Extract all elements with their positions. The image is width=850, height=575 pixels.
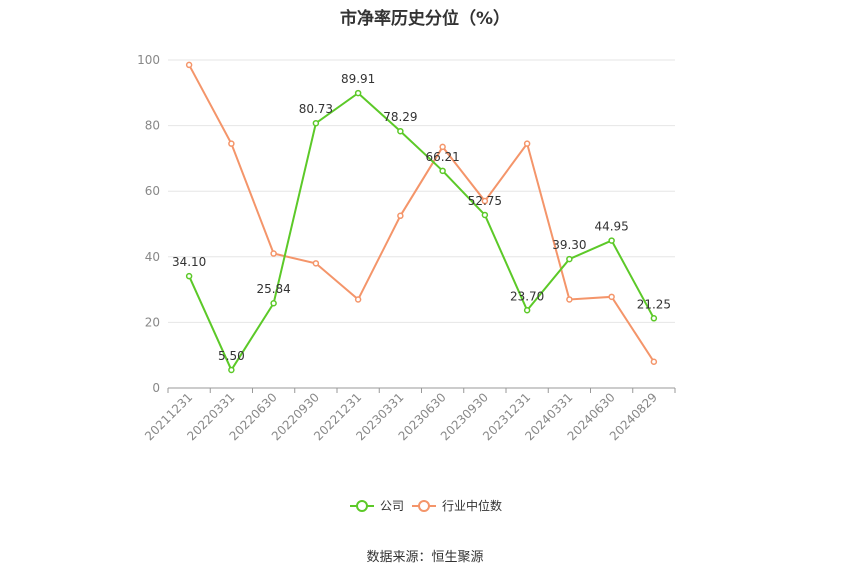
- series-point: [481, 197, 489, 205]
- y-tick-label: 100: [137, 53, 160, 67]
- series-point: [397, 212, 404, 220]
- series-point: [481, 211, 489, 219]
- chart-title: 市净率历史分位（%）: [339, 9, 511, 29]
- series-point: [523, 307, 531, 314]
- series-point: [608, 293, 615, 301]
- data-source-note: 数据来源：恒生聚源: [366, 550, 484, 565]
- data-label: 80.73: [299, 102, 333, 116]
- data-label: 66.21: [425, 150, 459, 164]
- series-line: [188, 64, 655, 363]
- series-point: [650, 358, 658, 366]
- y-tick-label: 20: [145, 315, 160, 329]
- series-point: [270, 250, 277, 257]
- data-label: 52.75: [468, 194, 502, 208]
- data-label: 25.84: [256, 282, 290, 296]
- series-point: [185, 61, 193, 69]
- data-label: 23.70: [510, 289, 544, 303]
- y-tick-label: 80: [145, 119, 160, 133]
- series-point: [608, 237, 615, 244]
- series-layer: [185, 61, 658, 374]
- data-label: 78.29: [383, 110, 417, 124]
- series-point: [439, 143, 446, 151]
- series-point: [354, 296, 362, 303]
- y-tick-label: 0: [152, 381, 160, 395]
- series-point: [270, 299, 277, 307]
- y-axis: 0 20 40 60 80 100: [137, 53, 160, 395]
- data-label: 34.10: [172, 255, 206, 269]
- data-label: 5.50: [218, 349, 245, 363]
- series-point: [312, 119, 320, 127]
- series-point: [354, 89, 362, 97]
- x-axis: 2021123120220331202206302022093020221231…: [142, 387, 676, 443]
- series-point: [566, 296, 573, 303]
- legend-marker: [356, 500, 368, 512]
- grid-lines: [168, 59, 675, 323]
- series-point: [185, 272, 193, 280]
- data-label: 89.91: [341, 72, 375, 86]
- series-point: [650, 315, 658, 322]
- data-labels: 34.10 5.50 25.84 80.73 89.91 78.29 66.21 52.75 2…: [172, 72, 671, 363]
- y-tick-label: 40: [145, 250, 160, 264]
- series-point: [228, 140, 235, 147]
- series-point: [228, 366, 235, 374]
- series-point: [312, 260, 320, 267]
- legend: 公司 行业中位数: [350, 498, 502, 513]
- series-point: [523, 140, 531, 147]
- y-tick-label: 60: [145, 184, 160, 198]
- data-label: 44.95: [594, 220, 628, 234]
- series-point: [439, 167, 446, 175]
- series-line: [188, 91, 655, 373]
- series-point: [566, 255, 573, 263]
- legend-label: 公司: [380, 499, 404, 513]
- legend-marker: [418, 500, 430, 512]
- data-label: 39.30: [552, 238, 586, 252]
- data-label: 21.25: [637, 297, 671, 311]
- legend-label: 行业中位数: [442, 498, 502, 513]
- series-point: [397, 127, 404, 135]
